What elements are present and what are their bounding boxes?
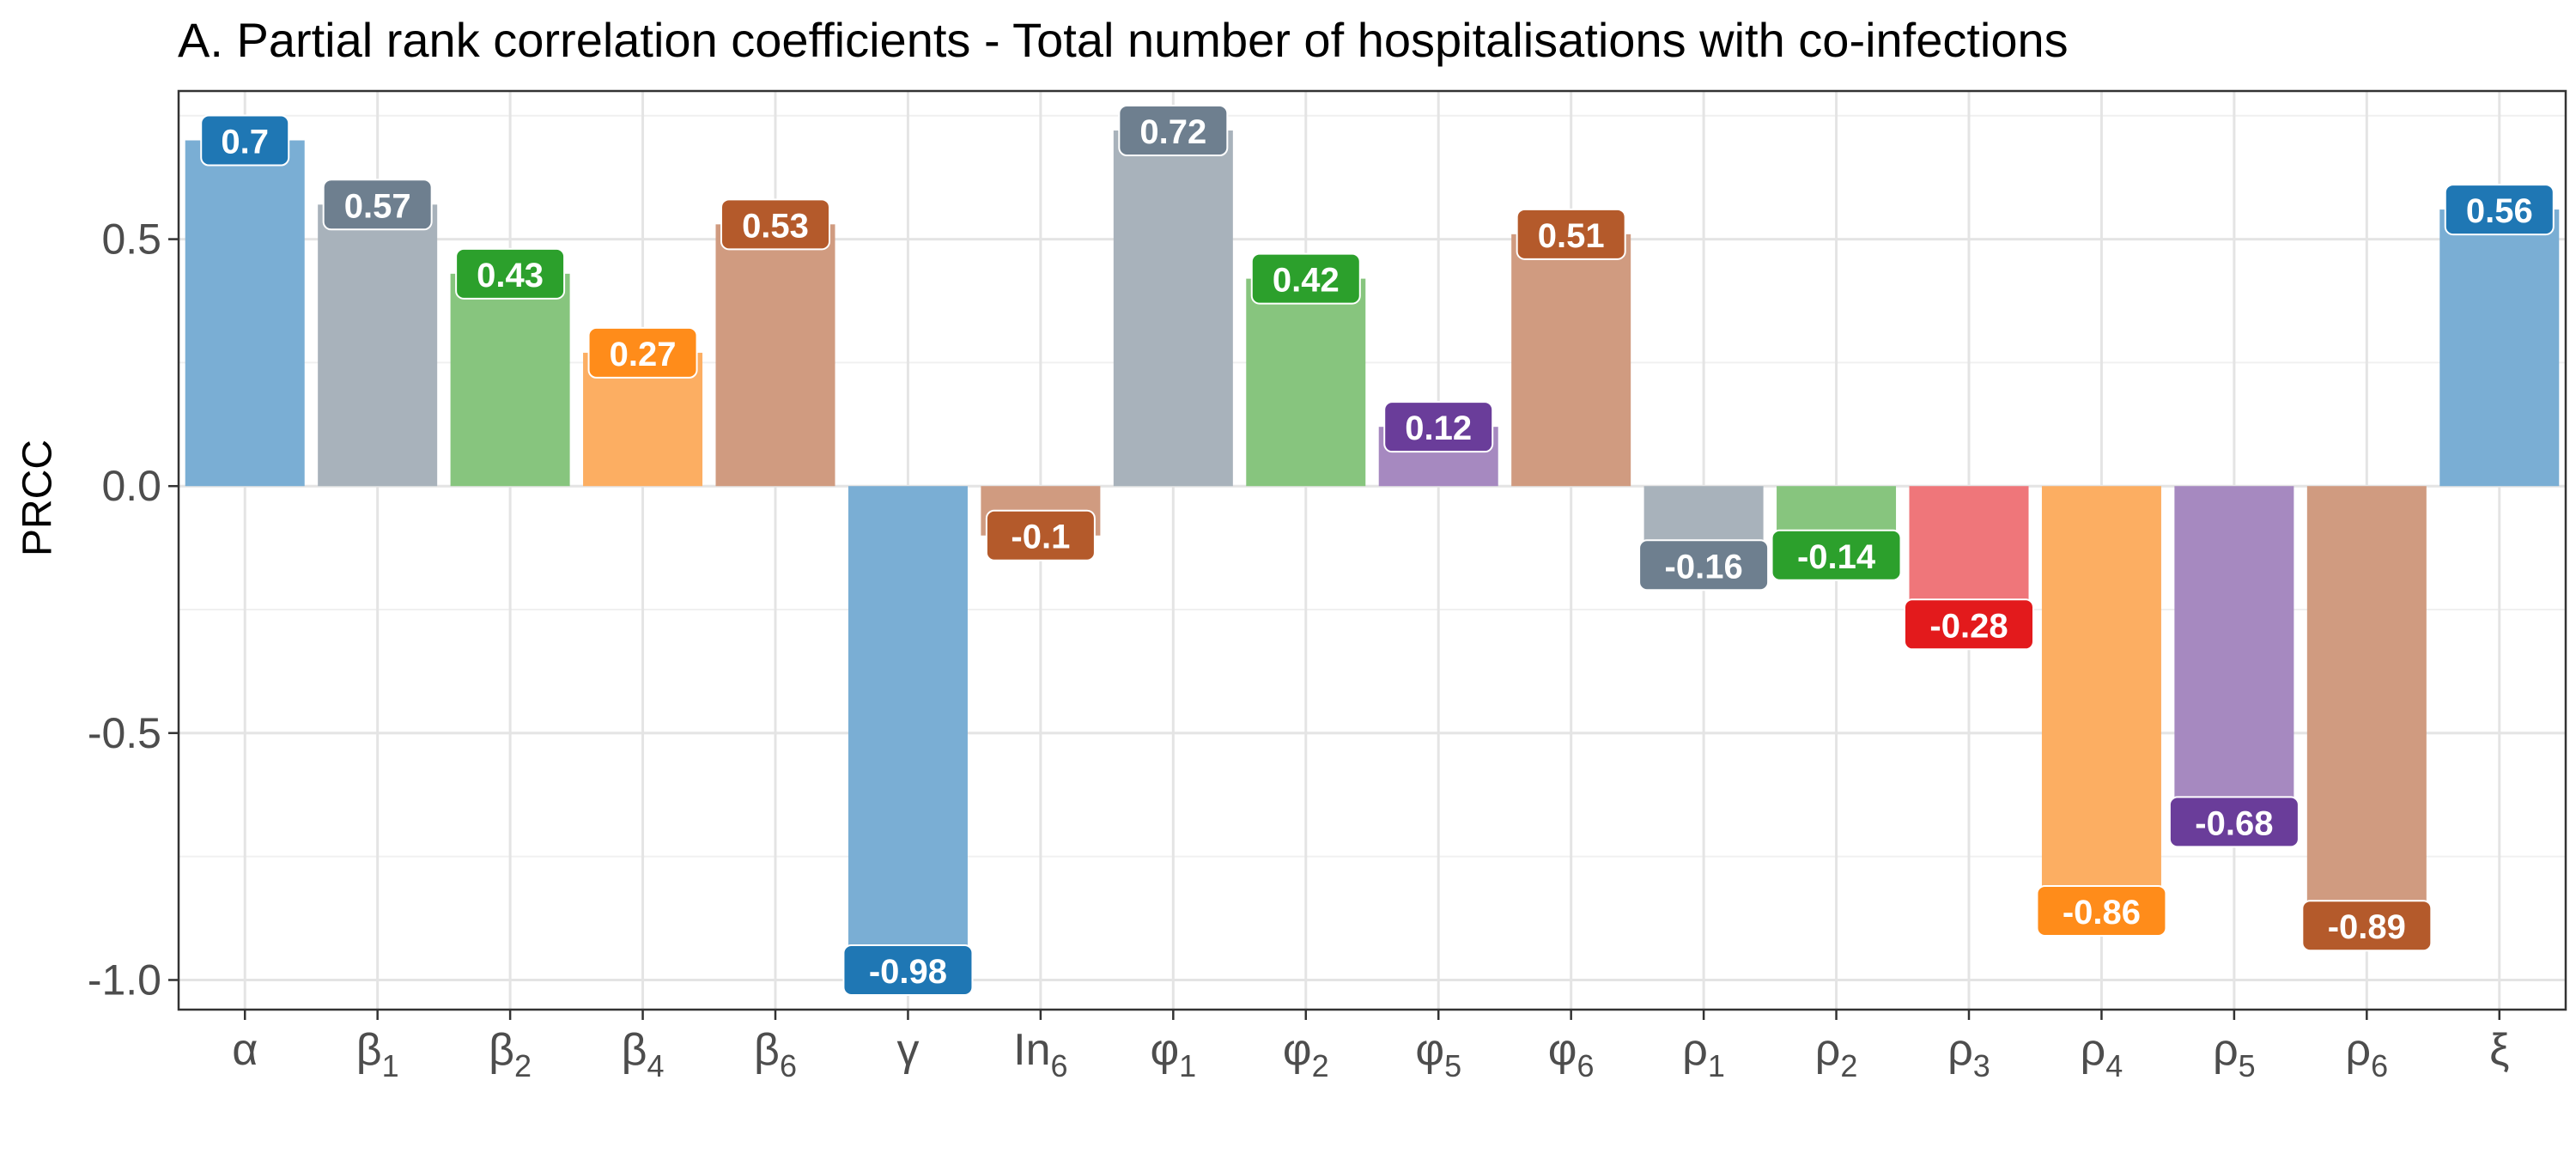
bar [2041,486,2161,911]
data-label-text: -0.89 [2328,908,2406,946]
bar [318,204,438,487]
bar [715,224,835,487]
data-label-box [2036,884,2167,937]
data-label-text: 0.43 [477,257,544,294]
data-label: -0.14 [1771,529,1902,581]
data-label-text: 0.12 [1405,410,1472,447]
data-label: 0.43 [455,247,566,300]
data-label-text: 0.42 [1273,262,1340,300]
bar [450,273,570,487]
x-tick-label: φ5 [1415,1025,1461,1083]
bar [1113,130,1233,487]
y-tick-label: 0.0 [101,462,161,510]
data-label-text: -0.14 [1797,538,1876,576]
data-label-box [2168,796,2300,848]
data-label-text: -0.1 [1011,519,1070,556]
x-tick-label: φ2 [1283,1025,1329,1083]
data-label: -0.98 [842,944,974,996]
data-label: 0.42 [1250,252,1361,305]
x-tick-label: ξ [2489,1025,2509,1075]
x-tick-label: ρ3 [1947,1025,1990,1083]
data-label: 0.57 [322,179,433,231]
x-tick-label: ρ1 [1682,1025,1725,1083]
data-label-text: -0.86 [2063,894,2141,931]
data-label: -0.1 [985,509,1096,561]
data-label-box [1118,105,1229,157]
x-tick-label: ρ5 [2213,1025,2256,1083]
bar [185,140,305,487]
data-label-box [1516,208,1626,260]
x-tick-label: ρ6 [2346,1025,2389,1083]
data-label: 0.12 [1383,401,1494,453]
data-label-text: -0.98 [869,953,947,991]
data-label-box [455,247,566,300]
data-label-box [1771,529,1902,581]
x-tick-label: β4 [622,1025,665,1083]
data-label-text: 0.51 [1538,217,1605,255]
data-label-box [1383,401,1494,453]
panel-border [177,89,2567,1011]
data-label-box [322,179,433,231]
x-tick-label: β2 [489,1025,532,1083]
data-label-text: -0.16 [1665,548,1743,586]
data-label: 0.7 [200,114,290,167]
x-tick-label: β1 [356,1025,399,1083]
data-label: -0.86 [2036,884,2167,937]
y-tick-label: -1.0 [88,956,161,1004]
data-label-box [1904,598,2034,651]
x-tick-label: φ1 [1150,1025,1196,1083]
bar [1511,234,1631,487]
data-label: -0.89 [2301,900,2433,952]
data-label-box [842,944,974,996]
x-tick-label: β6 [754,1025,797,1083]
bar [2306,486,2427,926]
data-label-text: 0.56 [2466,192,2533,230]
data-label-text: 0.7 [221,124,269,161]
data-label-box [985,509,1096,561]
data-label-text: 0.72 [1139,113,1206,151]
y-tick-label: -0.5 [88,709,161,757]
data-label: 0.27 [587,326,698,379]
data-label-text: -0.28 [1929,607,2008,645]
data-label-text: 0.27 [610,336,677,373]
x-tick-label: ρ2 [1815,1025,1858,1083]
data-label: -0.28 [1904,598,2034,651]
data-label-box [587,326,698,379]
chart-title: A. Partial rank correlation coefficients… [178,13,2069,67]
x-tick-label: ρ4 [2081,1025,2123,1083]
bar [848,486,968,970]
data-label-box [2301,900,2433,952]
x-tick-label: φ6 [1548,1025,1595,1083]
data-label-box [2444,184,2555,236]
bar [2439,209,2560,487]
data-label-box [720,198,830,251]
y-tick-label: 0.5 [101,215,161,264]
x-tick-label: In6 [1013,1025,1067,1083]
data-label: 0.53 [720,198,830,251]
data-label-box [1250,252,1361,305]
data-label: 0.51 [1516,208,1626,260]
x-tick-label: γ [896,1025,919,1075]
data-label-text: 0.53 [742,207,809,245]
data-label: -0.68 [2168,796,2300,848]
data-label: 0.56 [2444,184,2555,236]
bar [2174,486,2294,822]
bar [1246,278,1366,487]
x-tick-label: α [232,1025,258,1075]
data-label-text: -0.68 [2195,804,2273,842]
data-label: -0.16 [1638,539,1770,592]
data-label-text: 0.57 [344,187,411,225]
data-label: 0.72 [1118,105,1229,157]
data-label-box [200,114,290,167]
data-label-box [1638,539,1770,592]
